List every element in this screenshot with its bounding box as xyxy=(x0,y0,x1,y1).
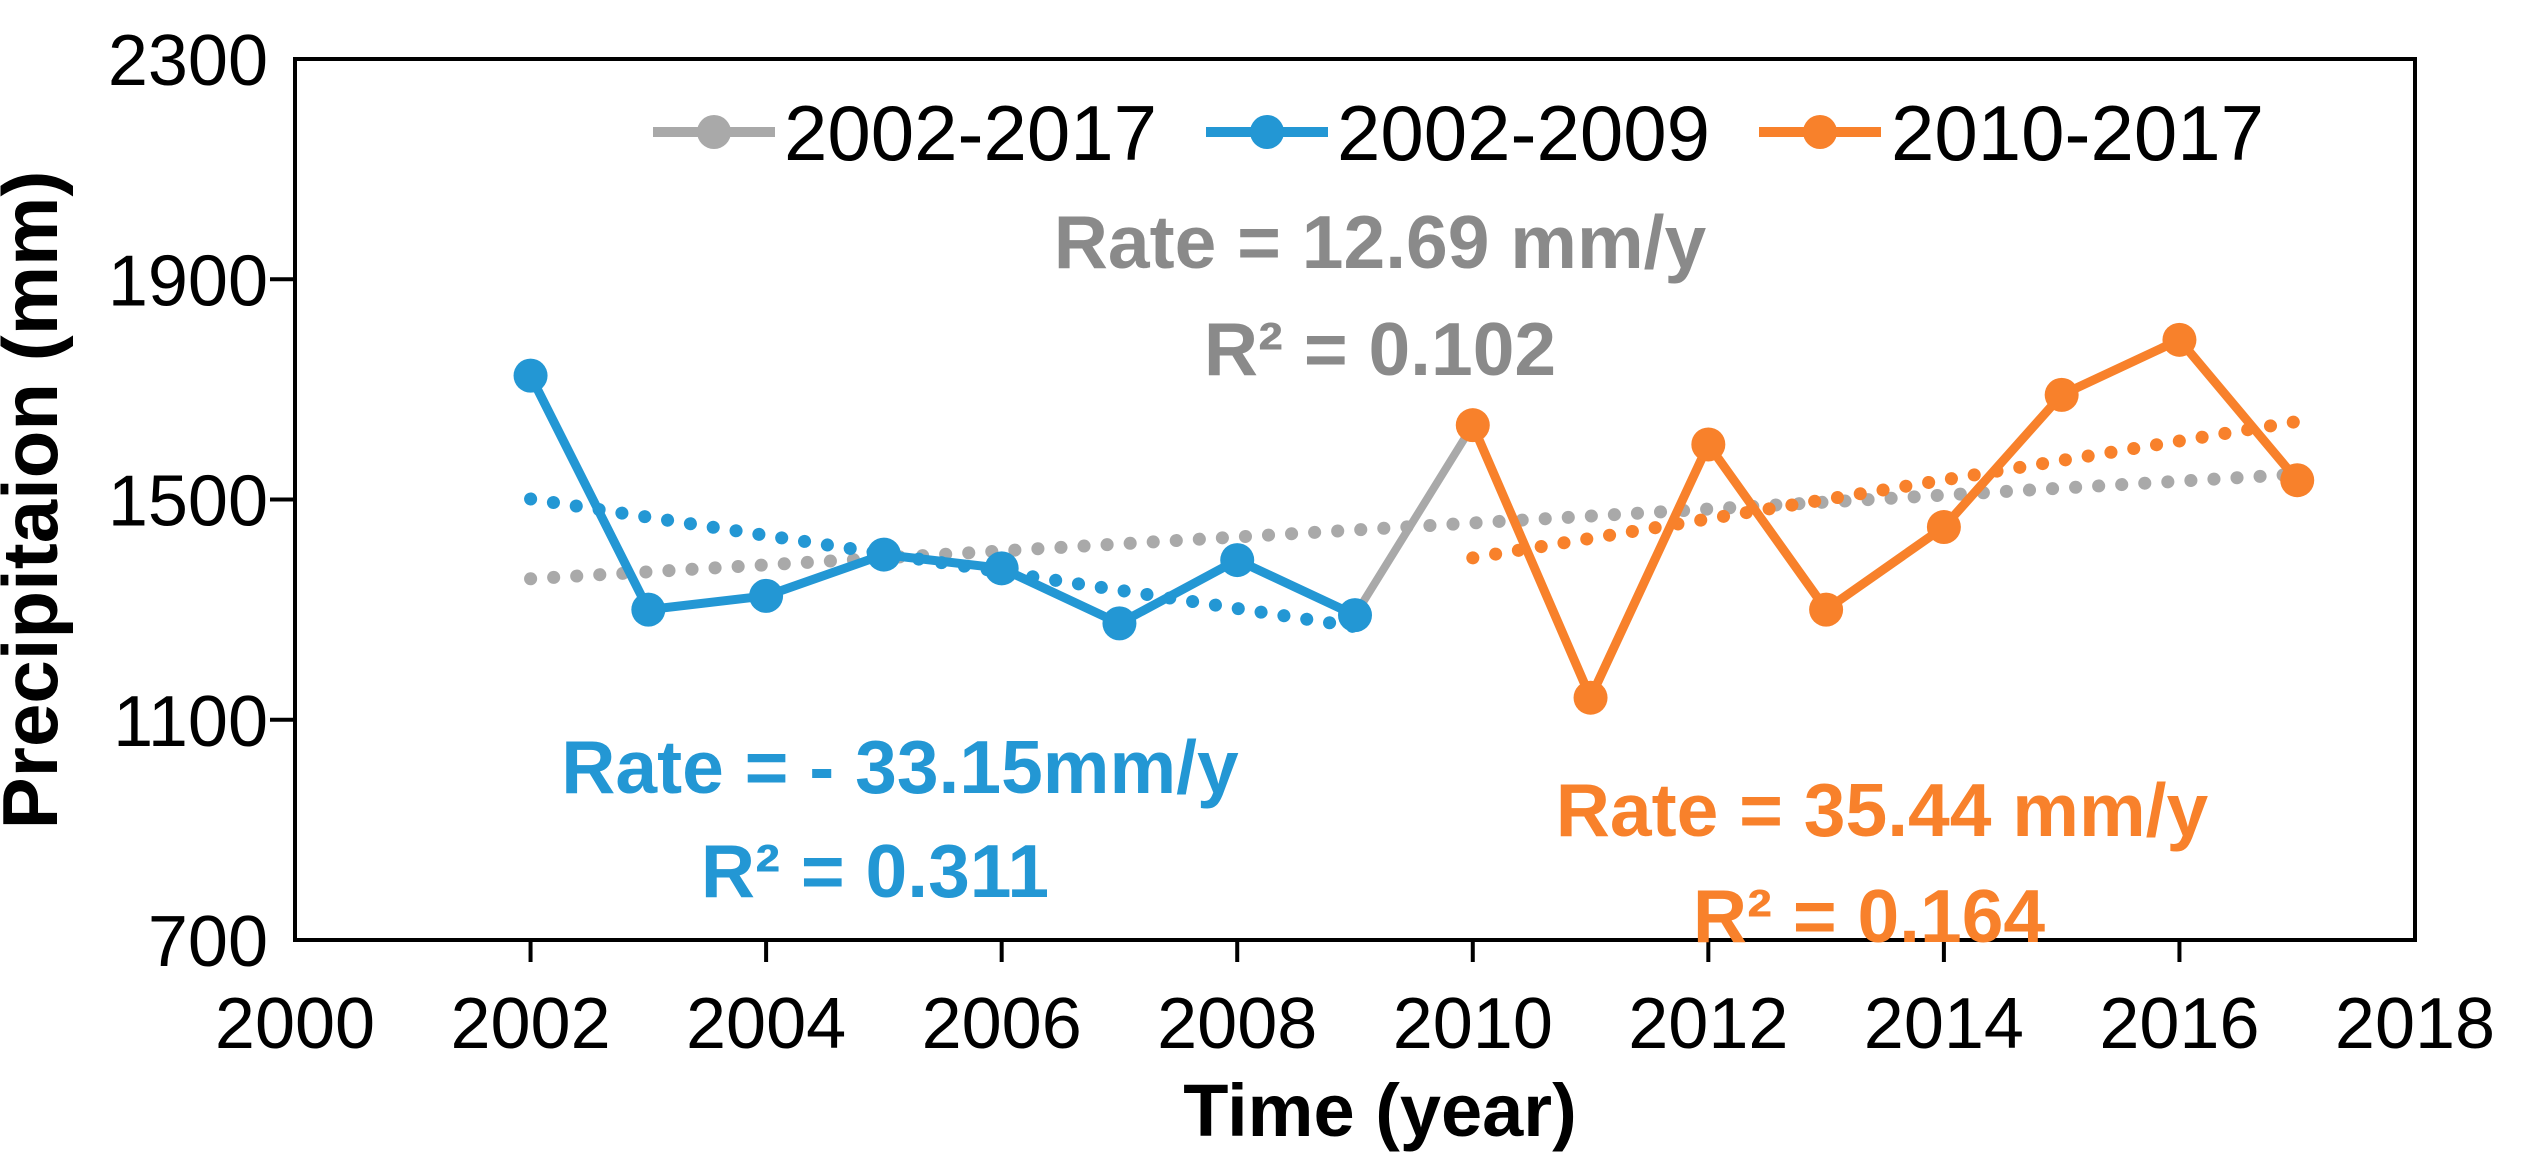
legend-marker-swatch xyxy=(1250,115,1284,149)
y-tick-label: 2300 xyxy=(108,21,268,101)
data-point-marker xyxy=(1809,592,1844,627)
data-point-marker xyxy=(1102,606,1137,641)
trendline-2010-2017 xyxy=(1466,412,2322,565)
x-tick-label: 2004 xyxy=(686,984,846,1064)
data-point-marker xyxy=(1573,680,1608,715)
legend-item-full-period: 2002-2017 xyxy=(653,89,1157,177)
data-point-marker xyxy=(1926,510,1961,545)
x-tick-label: 2016 xyxy=(2099,984,2259,1064)
legend-label-late-period: 2010-2017 xyxy=(1891,89,2264,177)
y-tick-label: 1100 xyxy=(113,682,268,762)
x-axis-title: Time (year) xyxy=(1183,1069,1577,1152)
axis-ticks-layer: 700 1100 1500 1900 2300 2000 2002 2004 2006 2008 2… xyxy=(108,21,2495,1064)
legend-item-early-period: 2002-2009 xyxy=(1206,89,1710,177)
full-period-line-layer xyxy=(526,335,2301,702)
y-tick-label: 1900 xyxy=(108,241,268,321)
series-2010-2017 xyxy=(1455,322,2315,715)
series-line-full-period xyxy=(526,335,2301,702)
annotation-rate-early-period: Rate = - 33.15mm/y xyxy=(561,725,1239,809)
series-line xyxy=(526,373,1357,628)
legend: 2002-2017 2002-2009 2010-2017 xyxy=(653,89,2264,177)
y-tick-label: 700 xyxy=(148,902,268,982)
series-2002-2009 xyxy=(513,358,1372,641)
annotation-r2-full-period: R² = 0.102 xyxy=(1204,307,1556,391)
annotation-r2-early-period: R² = 0.311 xyxy=(701,829,1049,913)
x-tick-label: 2000 xyxy=(215,984,375,1064)
x-tick-label: 2008 xyxy=(1157,984,1317,1064)
annotation-r2-late-period: R² = 0.164 xyxy=(1693,874,2046,958)
data-series-layer xyxy=(513,322,2315,715)
y-axis-title: Precipitaion (mm) xyxy=(0,171,74,830)
trendlines-layer xyxy=(524,412,2322,636)
trendline-2002-2017 xyxy=(524,467,2304,586)
data-point-marker xyxy=(749,578,784,613)
annotation-full-period: Rate = 12.69 mm/y R² = 0.102 xyxy=(1054,200,1707,391)
data-point-marker xyxy=(1338,598,1372,633)
data-point-marker xyxy=(631,592,666,627)
data-point-marker xyxy=(2162,322,2197,357)
legend-marker-swatch xyxy=(1803,115,1837,149)
data-point-marker xyxy=(1691,427,1726,462)
series-line xyxy=(1468,335,2301,703)
data-point-marker xyxy=(1455,408,1490,443)
x-tick-label: 2002 xyxy=(450,984,610,1064)
trendline-2002-2009 xyxy=(524,492,1380,636)
annotation-rate-late-period: Rate = 35.44 mm/y xyxy=(1556,768,2209,852)
annotation-rate-full-period: Rate = 12.69 mm/y xyxy=(1054,200,1707,284)
x-tick-label: 2018 xyxy=(2335,984,2495,1064)
data-point-marker xyxy=(1220,543,1255,578)
legend-marker-swatch xyxy=(697,115,731,149)
data-point-marker xyxy=(2044,377,2079,412)
data-point-marker xyxy=(866,537,901,572)
annotation-late-period: Rate = 35.44 mm/y R² = 0.164 xyxy=(1556,768,2209,958)
legend-label-full-period: 2002-2017 xyxy=(784,89,1157,177)
data-point-marker xyxy=(984,551,1019,586)
x-tick-label: 2012 xyxy=(1628,984,1788,1064)
x-tick-label: 2014 xyxy=(1864,984,2024,1064)
x-tick-label: 2006 xyxy=(922,984,1082,1064)
data-point-marker xyxy=(2280,463,2315,498)
legend-label-early-period: 2002-2009 xyxy=(1337,89,1710,177)
annotation-early-period: Rate = - 33.15mm/y R² = 0.311 xyxy=(561,725,1239,913)
x-tick-label: 2010 xyxy=(1393,984,1553,1064)
data-point-marker xyxy=(513,358,548,393)
y-tick-label: 1500 xyxy=(108,462,268,542)
legend-item-late-period: 2010-2017 xyxy=(1759,89,2264,177)
